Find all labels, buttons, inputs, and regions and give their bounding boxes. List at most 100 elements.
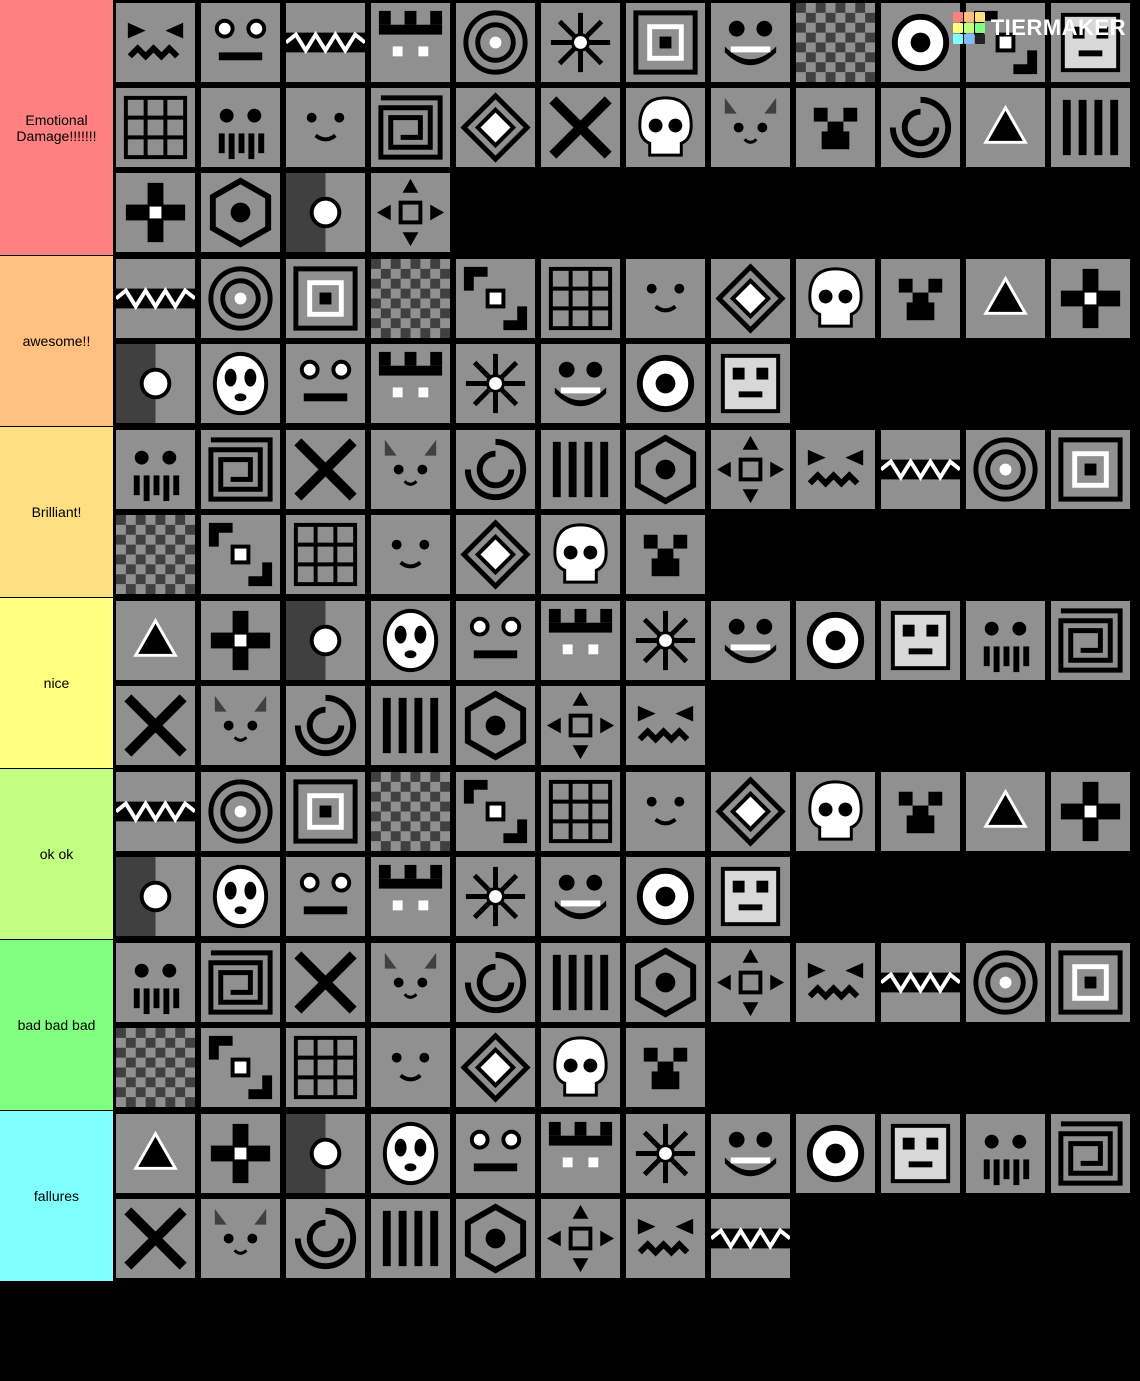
- tier-item-icon[interactable]: [453, 1196, 538, 1281]
- tier-item-icon[interactable]: [453, 0, 538, 85]
- tier-item-icon[interactable]: [708, 85, 793, 170]
- tier-item-icon[interactable]: [283, 1196, 368, 1281]
- tier-items[interactable]: [113, 1111, 1140, 1281]
- tier-item-icon[interactable]: [1048, 85, 1133, 170]
- tier-item-icon[interactable]: [708, 341, 793, 426]
- tier-item-icon[interactable]: [283, 1025, 368, 1110]
- tier-item-icon[interactable]: [368, 1196, 453, 1281]
- tier-item-icon[interactable]: [708, 598, 793, 683]
- tier-item-icon[interactable]: [198, 1111, 283, 1196]
- tier-item-icon[interactable]: [963, 85, 1048, 170]
- tier-item-icon[interactable]: [453, 940, 538, 1025]
- tier-item-icon[interactable]: [538, 940, 623, 1025]
- tier-item-icon[interactable]: [453, 683, 538, 768]
- tier-label[interactable]: Brilliant!: [0, 427, 113, 597]
- tier-item-icon[interactable]: [198, 0, 283, 85]
- tier-item-icon[interactable]: [708, 1111, 793, 1196]
- tier-label[interactable]: Emotional Damage!!!!!!!: [0, 0, 113, 255]
- tier-item-icon[interactable]: [623, 85, 708, 170]
- tier-item-icon[interactable]: [538, 512, 623, 597]
- tier-item-icon[interactable]: [113, 256, 198, 341]
- tier-item-icon[interactable]: [113, 85, 198, 170]
- tier-item-icon[interactable]: [538, 427, 623, 512]
- tier-item-icon[interactable]: [878, 0, 963, 85]
- tier-item-icon[interactable]: [1048, 1111, 1133, 1196]
- tier-item-icon[interactable]: [793, 427, 878, 512]
- tier-item-icon[interactable]: [538, 1111, 623, 1196]
- tier-item-icon[interactable]: [623, 0, 708, 85]
- tier-item-icon[interactable]: [1048, 256, 1133, 341]
- tier-label[interactable]: fallures: [0, 1111, 113, 1281]
- tier-item-icon[interactable]: [878, 1111, 963, 1196]
- tier-item-icon[interactable]: [963, 940, 1048, 1025]
- tier-item-icon[interactable]: [113, 1111, 198, 1196]
- tier-item-icon[interactable]: [198, 170, 283, 255]
- tier-item-icon[interactable]: [623, 512, 708, 597]
- tier-item-icon[interactable]: [453, 427, 538, 512]
- tier-items[interactable]: [113, 769, 1140, 939]
- tier-item-icon[interactable]: [1048, 427, 1133, 512]
- tier-item-icon[interactable]: [113, 1196, 198, 1281]
- tier-items[interactable]: [113, 256, 1140, 426]
- tier-items[interactable]: [113, 598, 1140, 768]
- tier-item-icon[interactable]: [708, 1196, 793, 1281]
- tier-item-icon[interactable]: [198, 940, 283, 1025]
- tier-item-icon[interactable]: [538, 683, 623, 768]
- tier-item-icon[interactable]: [283, 512, 368, 597]
- tier-item-icon[interactable]: [963, 769, 1048, 854]
- tier-item-icon[interactable]: [623, 854, 708, 939]
- tier-item-icon[interactable]: [538, 598, 623, 683]
- tier-item-icon[interactable]: [283, 769, 368, 854]
- tier-item-icon[interactable]: [198, 1025, 283, 1110]
- tier-label[interactable]: awesome!!: [0, 256, 113, 426]
- tier-item-icon[interactable]: [368, 940, 453, 1025]
- tier-item-icon[interactable]: [368, 512, 453, 597]
- tier-item-icon[interactable]: [878, 427, 963, 512]
- tier-label[interactable]: nice: [0, 598, 113, 768]
- tier-item-icon[interactable]: [198, 341, 283, 426]
- tier-item-icon[interactable]: [623, 1025, 708, 1110]
- tier-item-icon[interactable]: [368, 683, 453, 768]
- tier-item-icon[interactable]: [963, 598, 1048, 683]
- tier-item-icon[interactable]: [708, 0, 793, 85]
- tier-item-icon[interactable]: [198, 512, 283, 597]
- tier-item-icon[interactable]: [453, 1111, 538, 1196]
- tier-item-icon[interactable]: [113, 854, 198, 939]
- tier-item-icon[interactable]: [453, 341, 538, 426]
- tier-item-icon[interactable]: [623, 683, 708, 768]
- tier-item-icon[interactable]: [538, 1025, 623, 1110]
- tier-item-icon[interactable]: [113, 341, 198, 426]
- tier-item-icon[interactable]: [708, 769, 793, 854]
- tier-item-icon[interactable]: [878, 940, 963, 1025]
- tier-item-icon[interactable]: [198, 1196, 283, 1281]
- tier-items[interactable]: [113, 940, 1140, 1110]
- tier-item-icon[interactable]: [198, 85, 283, 170]
- tier-item-icon[interactable]: [453, 854, 538, 939]
- tier-item-icon[interactable]: [368, 598, 453, 683]
- tier-item-icon[interactable]: [198, 854, 283, 939]
- tier-item-icon[interactable]: [113, 598, 198, 683]
- tier-item-icon[interactable]: [708, 854, 793, 939]
- tier-item-icon[interactable]: [793, 256, 878, 341]
- tier-item-icon[interactable]: [538, 0, 623, 85]
- tier-item-icon[interactable]: [368, 0, 453, 85]
- tier-item-icon[interactable]: [623, 769, 708, 854]
- tier-item-icon[interactable]: [283, 1111, 368, 1196]
- tier-item-icon[interactable]: [283, 598, 368, 683]
- tier-item-icon[interactable]: [538, 1196, 623, 1281]
- tier-item-icon[interactable]: [793, 769, 878, 854]
- tier-item-icon[interactable]: [283, 940, 368, 1025]
- tier-item-icon[interactable]: [368, 854, 453, 939]
- tier-item-icon[interactable]: [283, 427, 368, 512]
- tier-item-icon[interactable]: [283, 170, 368, 255]
- tier-item-icon[interactable]: [878, 256, 963, 341]
- tier-item-icon[interactable]: [368, 769, 453, 854]
- tier-item-icon[interactable]: [368, 1025, 453, 1110]
- tier-item-icon[interactable]: [538, 854, 623, 939]
- tier-item-icon[interactable]: [113, 940, 198, 1025]
- tier-item-icon[interactable]: [198, 769, 283, 854]
- tier-label[interactable]: ok ok: [0, 769, 113, 939]
- tier-item-icon[interactable]: [113, 683, 198, 768]
- tier-items[interactable]: [113, 427, 1140, 597]
- tier-item-icon[interactable]: [368, 341, 453, 426]
